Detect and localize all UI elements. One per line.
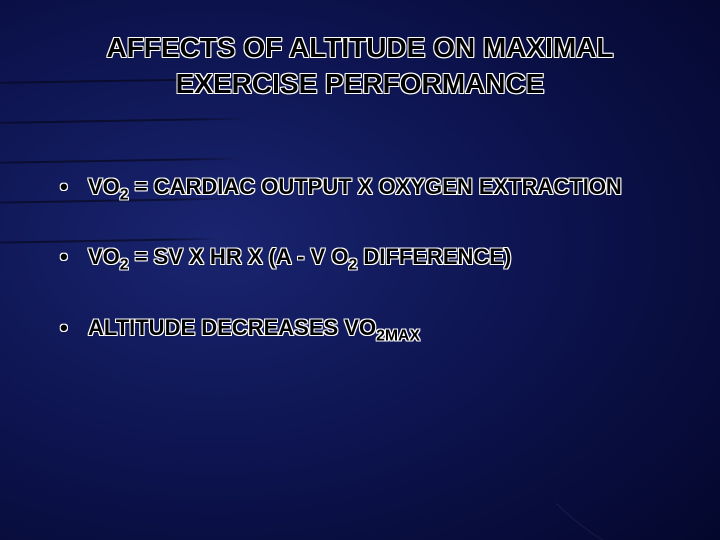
bullet-text-post: = CARDIAC OUTPUT X OXYGEN EXTRACTION [129,174,622,199]
bullet-item: VO2 = CARDIAC OUTPUT X OXYGEN EXTRACTION [60,173,670,202]
bullet-text-post2: DIFFERENCE) [357,244,511,269]
bullet-item: ALTITUDE DECREASES VO2MAX [60,314,670,343]
bullet-text-pre: ALTITUDE DECREASES VO [88,315,376,340]
bullet-list: VO2 = CARDIAC OUTPUT X OXYGEN EXTRACTION… [50,173,670,343]
bullet-text-sub: 2 [120,257,129,274]
bullet-text-sub2: 2 [348,257,357,274]
bullet-text-pre: VO [88,244,120,269]
bullet-text-post: = SV X HR X (A - V O [129,244,349,269]
bullet-item: VO2 = SV X HR X (A - V O2 DIFFERENCE) [60,243,670,272]
slide-title: AFFECTS OF ALTITUDE ON MAXIMAL EXERCISE … [60,30,660,103]
slide: AFFECTS OF ALTITUDE ON MAXIMAL EXERCISE … [0,0,720,540]
bullet-text-sub: 2 [120,186,129,203]
bullet-text-sub: 2MAX [376,327,420,344]
bullet-text-pre: VO [88,174,120,199]
